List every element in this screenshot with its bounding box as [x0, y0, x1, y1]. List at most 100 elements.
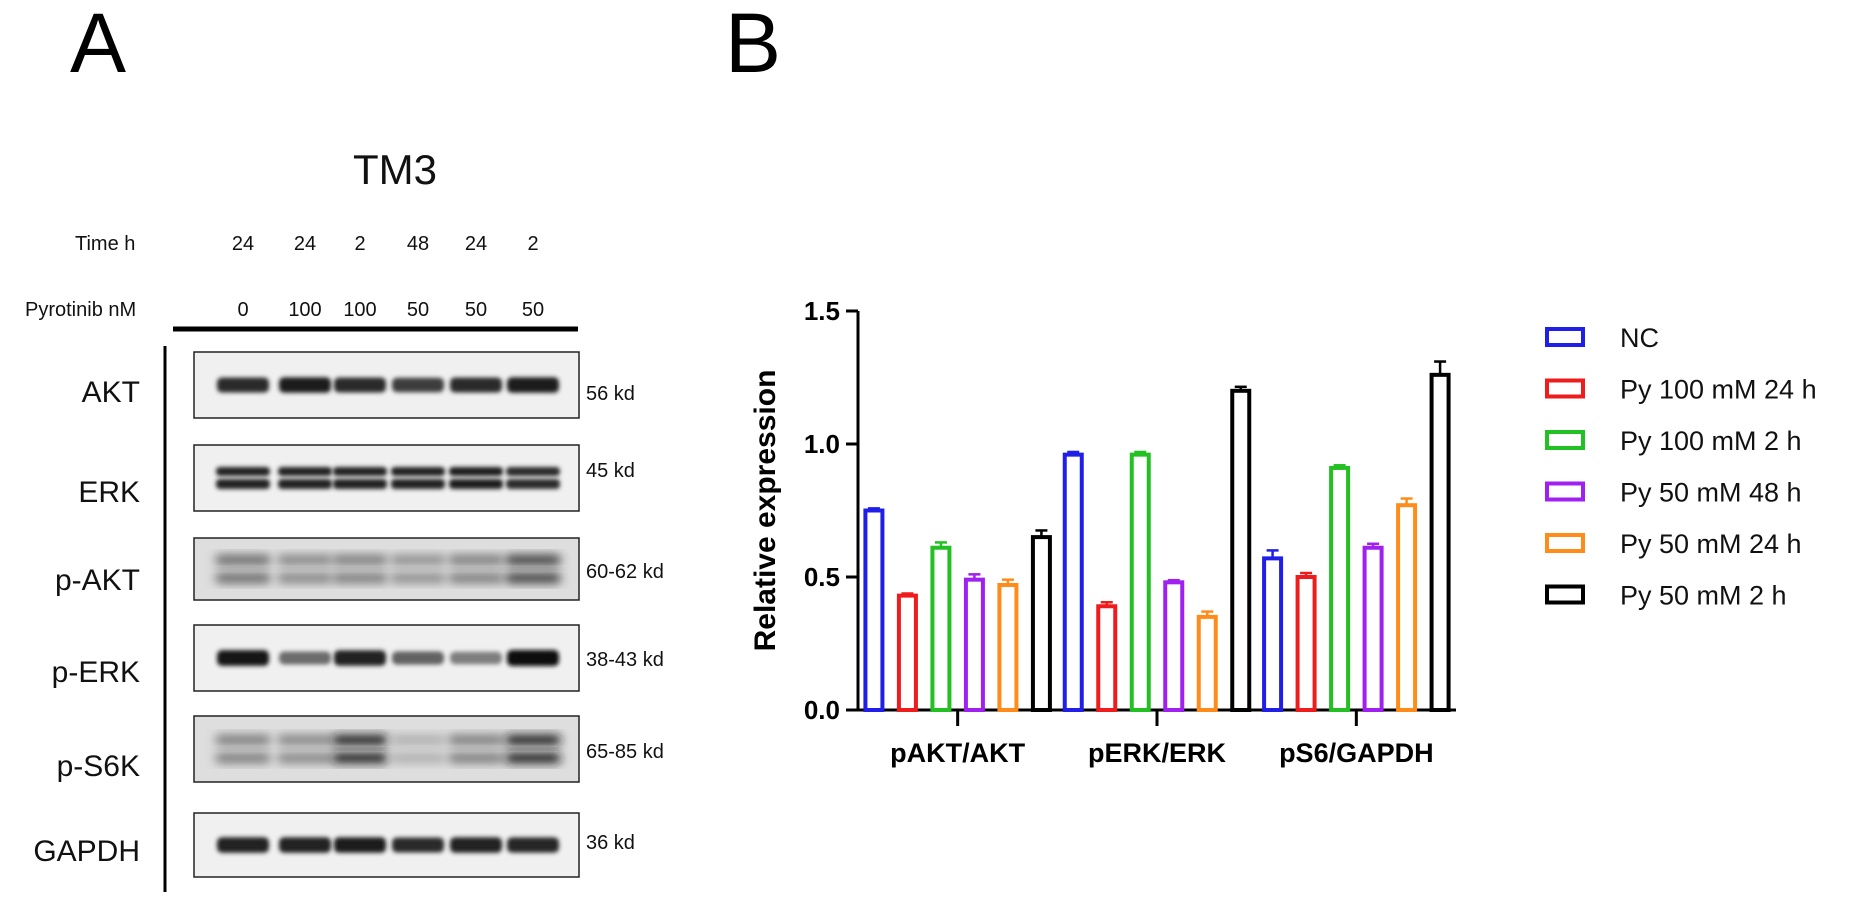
blot-band: [332, 753, 388, 763]
blot-band: [279, 651, 331, 665]
blot-band: [278, 479, 332, 489]
molecular-weight: 65-85 kd: [586, 741, 664, 763]
legend-swatch: [1545, 533, 1585, 553]
panel-letter-a: A: [70, 0, 126, 90]
blot-band: [449, 479, 503, 489]
blot-band: [334, 837, 386, 853]
blot-membrane: [193, 537, 580, 601]
blot-band: [506, 479, 560, 489]
time-value: 24: [465, 233, 487, 255]
blot-row-label: p-S6K: [57, 750, 140, 783]
blot-band: [334, 377, 386, 393]
legend-swatch: [1545, 584, 1585, 605]
blot-band: [278, 467, 332, 476]
blot-band: [391, 467, 445, 476]
blot-band: [333, 479, 387, 489]
blot-band: [216, 467, 270, 476]
blot-band: [215, 753, 271, 763]
drug-value: 50: [465, 299, 487, 321]
legend-label: Py 50 mM 2 h: [1620, 581, 1787, 611]
drug-value: 50: [407, 299, 429, 321]
blot-band: [450, 377, 502, 393]
blot-row: p-ERK 38-43 kd: [52, 624, 664, 692]
legend-label: Py 100 mM 2 h: [1620, 426, 1802, 456]
legend-label: Py 100 mM 24 h: [1620, 375, 1817, 405]
bar: [1396, 503, 1418, 712]
y-tick-label: 0.0: [804, 695, 840, 725]
legend-label: Py 50 mM 24 h: [1620, 529, 1802, 559]
blot-band: [505, 555, 561, 565]
y-tick-label: 0.5: [804, 562, 840, 592]
bars: [863, 360, 1451, 713]
blot-band: [277, 753, 333, 763]
blot-band: [217, 837, 269, 853]
blot-band: [449, 467, 503, 476]
blot-band: [448, 753, 504, 763]
legend-swatch: [1545, 378, 1585, 399]
bar: [930, 545, 952, 712]
bar: [1362, 545, 1384, 712]
blot-band: [448, 555, 504, 565]
blot-title: TM3: [353, 146, 437, 193]
legend-swatch: [1545, 430, 1585, 450]
drug-value: 0: [237, 299, 248, 321]
legend-swatch: [1545, 481, 1585, 502]
bar: [963, 577, 985, 712]
time-label: Time h: [75, 233, 135, 255]
molecular-weight: 56 kd: [586, 383, 635, 405]
bar: [896, 593, 918, 712]
bar: [1062, 452, 1084, 713]
blot-band: [507, 650, 559, 666]
blot-band: [277, 735, 333, 745]
bar: [1429, 372, 1451, 712]
blot-band: [217, 377, 269, 393]
blot-row: ERK 45 kd: [78, 444, 635, 512]
x-category-label: pERK/ERK: [1088, 738, 1227, 768]
blot-band: [391, 479, 445, 489]
bar: [1129, 452, 1151, 713]
molecular-weight: 36 kd: [586, 832, 635, 854]
bar: [1230, 388, 1252, 712]
blot-band: [216, 479, 270, 489]
blot-band: [390, 573, 446, 583]
bar: [1262, 556, 1284, 712]
legend-swatch: [1545, 327, 1585, 347]
blot-band: [279, 837, 331, 853]
legend: NC Py 100 mM 24 h Py 100 mM 2 h Py 50 mM 48…: [1545, 323, 1817, 611]
blot-band: [333, 467, 387, 476]
bar: [1030, 535, 1052, 712]
bar: [1163, 580, 1185, 713]
blot-band: [450, 837, 502, 853]
bar: [863, 508, 885, 712]
blot-rows: AKT 56 kd ERK 45 kd p-AKT 60-62 kd p-ERK 38-43 …: [33, 351, 664, 878]
time-value: 24: [294, 233, 316, 255]
bar: [997, 582, 1019, 712]
drug-values: 0 100 100 50 50 50: [237, 299, 544, 321]
blot-band: [215, 735, 271, 745]
bar: [1096, 604, 1118, 713]
panel-letter-b: B: [725, 0, 781, 90]
y-tick-label: 1.5: [804, 296, 840, 326]
drug-label: Pyrotinib nM: [25, 299, 136, 321]
blot-membrane: [193, 444, 580, 512]
drug-value: 100: [343, 299, 376, 321]
time-values: 24 24 2 48 24 2: [232, 233, 539, 255]
blot-band: [332, 555, 388, 565]
time-value: 2: [527, 233, 538, 255]
blot-band: [334, 650, 386, 666]
blot-band: [390, 753, 446, 763]
blot-band: [505, 573, 561, 583]
blot-band: [217, 650, 269, 666]
blot-band: [215, 555, 271, 565]
y-axis: 0.0 0.5 1.0 1.5: [804, 296, 860, 725]
bar-chart: Relative expression 0.0 0.5 1.0 1.5 pAKT/AK…: [749, 296, 1456, 768]
blot-row: AKT 56 kd: [82, 351, 635, 419]
time-value: 2: [354, 233, 365, 255]
blot-row-label: AKT: [82, 376, 140, 409]
blot-band: [392, 651, 444, 665]
blot-row: GAPDH 36 kd: [33, 812, 635, 878]
blot-band: [448, 573, 504, 583]
blot-band: [507, 837, 559, 853]
blot-row: p-AKT 60-62 kd: [55, 537, 664, 601]
